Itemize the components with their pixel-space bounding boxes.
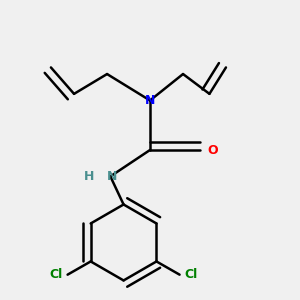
Text: Cl: Cl [50, 268, 63, 281]
Text: N: N [145, 94, 155, 107]
Text: Cl: Cl [184, 268, 198, 281]
Text: H: H [83, 170, 94, 183]
Text: N: N [107, 170, 117, 183]
Text: O: O [207, 143, 218, 157]
